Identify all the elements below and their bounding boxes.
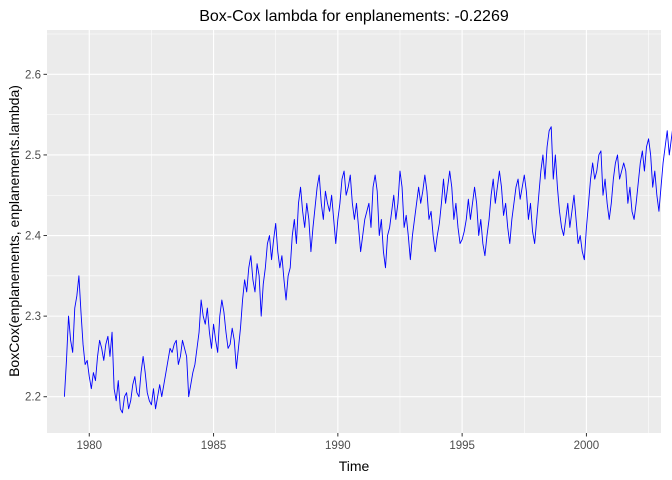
y-tick-label: 2.6 bbox=[25, 69, 41, 81]
y-tick-label: 2.4 bbox=[25, 231, 42, 243]
series-line bbox=[63, 126, 672, 414]
x-tick-label: 2000 bbox=[574, 440, 600, 452]
plot-panel bbox=[47, 30, 661, 433]
x-tick-label: 1995 bbox=[449, 440, 475, 452]
y-tick-label: 2.2 bbox=[25, 392, 41, 404]
y-axis: 2.2 2.3 2.4 2.5 2.6 bbox=[25, 69, 47, 404]
x-axis-title: Time bbox=[339, 458, 370, 474]
major-gridlines bbox=[47, 30, 661, 433]
y-axis-title: BoxCox(enplanements, enplanements.lambda… bbox=[6, 85, 22, 377]
series-group bbox=[63, 126, 672, 414]
y-tick-label: 2.5 bbox=[25, 150, 41, 162]
chart-title: Box-Cox lambda for enplanements: -0.2269 bbox=[199, 8, 509, 25]
x-tick-label: 1980 bbox=[76, 440, 102, 452]
x-tick-label: 1990 bbox=[325, 440, 351, 452]
x-axis: 1980 1985 1990 1995 2000 bbox=[76, 433, 599, 452]
y-tick-label: 2.3 bbox=[25, 311, 41, 323]
x-tick-label: 1985 bbox=[201, 440, 227, 452]
minor-gridlines bbox=[47, 30, 661, 433]
